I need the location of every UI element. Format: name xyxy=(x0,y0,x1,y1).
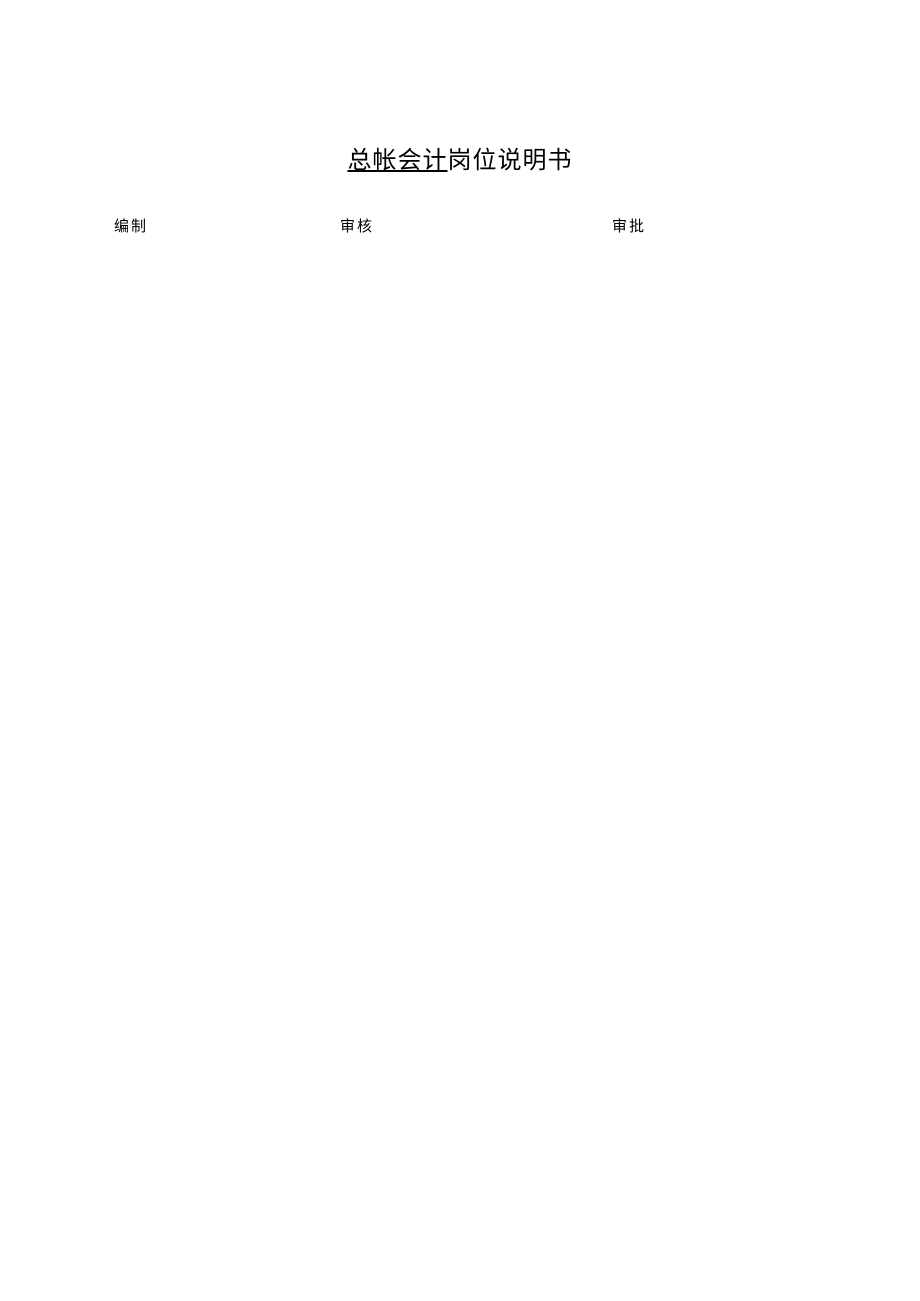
footer-signatures: 编制 审核 审批 xyxy=(62,215,858,236)
rebuilt-layout: 职位名称 所属部门 职务编号 编制 职位代理人 职位等级 职务性质 所辖人数 直… xyxy=(0,215,920,236)
footer-approved-by: 审批 xyxy=(612,215,646,236)
job-description-document: 总帐会计岗位说明书 职位名称 所属部门 职务编号 编制 职位代理人 职位等级 xyxy=(0,0,920,175)
title-rest-part: 岗位说明书 xyxy=(448,148,573,174)
footer-reviewed-by: 审核 xyxy=(340,215,374,236)
footer-compiled-by: 编制 xyxy=(114,215,148,236)
document-title: 总帐会计岗位说明书 xyxy=(62,140,858,175)
title-underlined-part: 总帐会计 xyxy=(348,148,448,174)
